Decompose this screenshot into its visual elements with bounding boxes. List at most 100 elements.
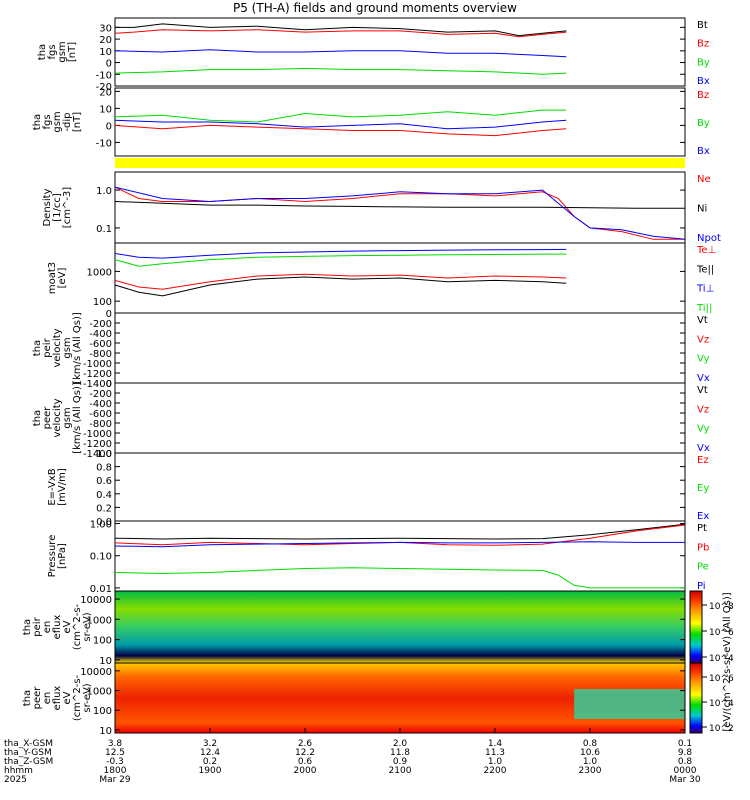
- ylabel: E=-VxB: [47, 468, 58, 505]
- series-By: [114, 67, 567, 75]
- ylabel: tha: [32, 410, 43, 426]
- ylabel: eV: [62, 691, 73, 704]
- series-Te⊥: [114, 273, 567, 290]
- ytick-label: -400: [89, 329, 112, 340]
- ylabel: peir: [42, 337, 53, 357]
- series-Ti⊥: [114, 248, 567, 259]
- ytick-label: 0.4: [96, 490, 112, 501]
- ytick-label: -200: [89, 389, 112, 400]
- legend-Bx: Bx: [697, 76, 710, 87]
- ytick-label: 0.1: [96, 224, 112, 235]
- ytick-label: 1.0: [96, 186, 112, 197]
- series-By: [114, 109, 567, 123]
- legend-Vy: Vy: [697, 424, 710, 435]
- legend-Pe: Pe: [697, 562, 709, 573]
- xtick-label: 0000: [674, 766, 697, 776]
- panel-frame: [114, 312, 686, 384]
- ytick-label: 10: [99, 726, 112, 737]
- xtick-label: Mar 30: [669, 775, 701, 785]
- panel-peir-eflux: 10000 1000 100 10 tha peir en eflux eV (cm^2-s-sr…: [22, 590, 686, 667]
- series-Pt: [114, 523, 686, 540]
- legend-Ni: Ni: [697, 204, 707, 215]
- ylabel: [nT]: [67, 42, 78, 62]
- ytick-label: 100: [93, 636, 112, 647]
- xtick-label: 2100: [389, 766, 412, 776]
- panel-frame: [114, 452, 686, 522]
- ytick-label: 1000: [87, 267, 112, 278]
- ylabel: Pressure: [47, 535, 58, 578]
- series-Bx: [114, 49, 567, 58]
- xtick-label: 1.4: [488, 739, 503, 749]
- panel-peer-eflux: 10000 1000 100 10 tha peer en eflux eV (cm^2-s-sr…: [22, 662, 686, 737]
- legend-Vx: Vx: [697, 373, 710, 384]
- series-Pe: [114, 567, 685, 589]
- ylabel: moat3: [47, 262, 58, 294]
- xtick-label: 3.8: [108, 739, 123, 749]
- ylabel: -dip: [62, 112, 73, 131]
- ylabel: velocity: [52, 328, 63, 367]
- xtick-label: 0.1: [678, 739, 692, 749]
- series-Pi: [114, 541, 685, 548]
- xaxis-row-label: tha_X-GSM: [4, 739, 53, 749]
- legend-Ne: Ne: [697, 174, 711, 185]
- xtick-label: Mar 29: [99, 775, 131, 785]
- ytick-label: 0.10: [90, 552, 112, 563]
- ytick-label: 1.00: [90, 520, 112, 531]
- legend-Ti||: Ti||: [696, 303, 712, 314]
- xtick-label: 12.5: [105, 748, 125, 758]
- ytick-label: 0.2: [96, 503, 112, 514]
- ylabel: eflux: [52, 615, 63, 640]
- ylabel: tha: [22, 690, 33, 706]
- ylabel: [cm^-3]: [62, 187, 73, 228]
- ytick-label: -1200: [83, 369, 112, 380]
- ytick-label: -1000: [83, 359, 112, 370]
- legend-Vz: Vz: [697, 404, 709, 415]
- series-Bx: [114, 119, 567, 130]
- ytick-label: -10: [96, 138, 112, 149]
- ylabel: [nT]: [72, 112, 83, 132]
- panel-frame: [114, 520, 686, 592]
- panel-density: 1.0 0.1 Density [1/cc] [cm^-3] Ne Ni Npot: [42, 171, 721, 244]
- ylabel: peir: [32, 616, 43, 636]
- xaxis-row-label: hhmm: [4, 766, 33, 776]
- series-Bz: [114, 29, 567, 38]
- xtick-label: 9.8: [678, 748, 693, 758]
- ytick-label: -1400: [83, 379, 112, 390]
- xtick-label: 11.3: [485, 748, 505, 758]
- ytick-label: 0: [106, 59, 112, 70]
- series-Te||: [114, 276, 567, 297]
- ylabel: tha: [37, 44, 48, 60]
- spectrogram-region: [574, 689, 685, 719]
- ylabel: [1/cc]: [52, 193, 63, 222]
- xtick-label: 0.2: [203, 757, 217, 767]
- panel-frame: [114, 87, 686, 157]
- ytick-label: 1000: [87, 687, 112, 698]
- series-Ne: [114, 186, 685, 240]
- xtick-label: 1.0: [583, 757, 598, 767]
- ylabel: fgs: [42, 114, 53, 129]
- legend-Te||: Te||: [696, 264, 714, 275]
- ytick-label: -600: [89, 339, 112, 350]
- ylabel: gsm: [62, 337, 73, 358]
- ytick-label: -20: [96, 82, 112, 93]
- ytick-label: 20: [99, 87, 112, 98]
- series-Ni: [114, 201, 685, 209]
- colorbar-tick-label: 10^8: [709, 602, 734, 612]
- panel-efield: 1.0 0.8 0.6 0.4 0.2 0.0 E=-VxB [mV/m] Ez Ey Ex: [47, 449, 709, 528]
- ytick-label: -200: [89, 319, 112, 330]
- ytick-label: -1000: [83, 429, 112, 440]
- xtick-label: 0.6: [298, 757, 313, 767]
- panel-temperature: 1000 100 moat3 [eV] Te⊥ Te|| Ti⊥ Ti||: [47, 242, 716, 314]
- ylabel: gsm: [57, 41, 68, 62]
- xtick-label: 12.2: [295, 748, 315, 758]
- ylabel: sr-eV): [82, 683, 93, 712]
- ytick-label: -800: [89, 419, 112, 430]
- colorbar: [689, 662, 703, 734]
- xtick-label: 2200: [484, 766, 507, 776]
- ylabel: Density: [42, 188, 53, 226]
- legend-Ey: Ey: [697, 483, 709, 494]
- ylabel: [nPa]: [57, 543, 68, 569]
